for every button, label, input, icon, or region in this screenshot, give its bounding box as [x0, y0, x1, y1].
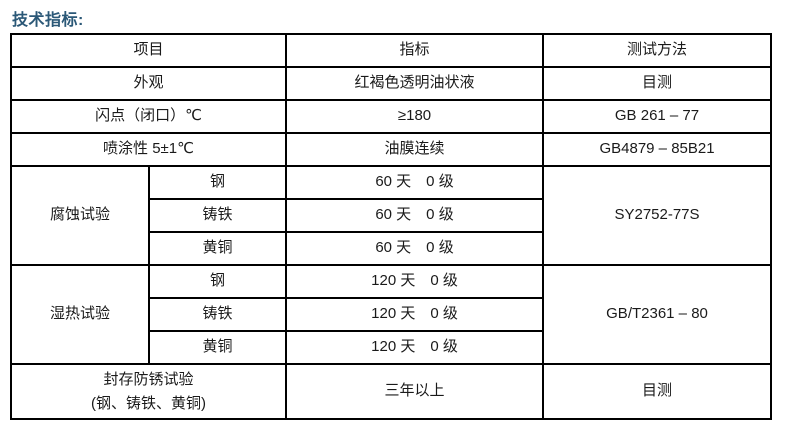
cell-indicator: 三年以上: [285, 363, 545, 420]
table-header-row: 项目 指标 测试方法: [9, 33, 773, 68]
page-title: 技术指标:: [12, 12, 84, 29]
cell-method: 目测: [542, 66, 773, 101]
cell-indicator: 120 天 0 级: [285, 264, 545, 299]
cell-item: 外观: [9, 66, 288, 101]
column-header-item: 项目: [9, 33, 288, 68]
table-row-dampheat-steel: 湿热试验 钢 120 天 0 级 GB/T2361 – 80: [10, 264, 773, 365]
cell-method: GB4879 – 85B21: [542, 132, 773, 167]
cell-indicator: 60 天 0 级: [285, 231, 545, 266]
table-row-corrosion-brass: 黄铜 60 天 0 级: [11, 231, 771, 266]
table-row-dampheat-castiron: 铸铁 120 天 0 级: [11, 297, 771, 332]
cell-material: 钢: [147, 264, 288, 299]
table-row-dampheat-brass: 黄铜 120 天 0 级: [11, 330, 771, 365]
table-row-corrosion-steel: 腐蚀试验 钢 60 天 0 级 SY2752-77S: [10, 165, 773, 266]
cell-method-dampheat: GB/T2361 – 80: [542, 264, 773, 365]
cell-method: GB 261 – 77: [542, 99, 773, 134]
table-row-flashpoint: 闪点（闭口）℃ ≥180 GB 261 – 77: [9, 99, 773, 134]
cell-method: 目测: [542, 363, 773, 420]
cell-indicator: 60 天 0 级: [285, 198, 545, 233]
table-row-appearance: 外观 红褐色透明油状液 目测: [9, 66, 773, 101]
cell-indicator: 红褐色透明油状液: [285, 66, 545, 101]
table-row-corrosion-castiron: 铸铁 60 天 0 级: [11, 198, 771, 233]
cell-material: 铸铁: [147, 297, 288, 332]
cell-material: 铸铁: [147, 198, 288, 233]
storage-test-label-line2: (钢、铸铁、黄铜): [91, 394, 206, 412]
cell-indicator: 60 天 0 级: [285, 165, 545, 200]
cell-indicator: ≥180: [285, 99, 545, 134]
table-row-storage-rustproof: 封存防锈试验 (钢、铸铁、黄铜) 三年以上 目测: [9, 363, 773, 420]
table-row-sprayability: 喷涂性 5±1℃ 油膜连续 GB4879 – 85B21: [9, 132, 773, 167]
spec-table: 项目 指标 测试方法 外观 红褐色透明油状液 目测 闪点（闭口）℃ ≥180 G…: [9, 33, 773, 420]
storage-test-label-line1: 封存防锈试验: [103, 370, 194, 388]
group-label-damp-heat-test: 湿热试验: [10, 264, 150, 365]
cell-indicator: 120 天 0 级: [285, 330, 545, 365]
column-header-method: 测试方法: [542, 33, 773, 68]
cell-indicator: 120 天 0 级: [285, 297, 545, 332]
column-header-indicator: 指标: [285, 33, 545, 68]
cell-item-storage-test: 封存防锈试验 (钢、铸铁、黄铜): [9, 363, 288, 420]
cell-material: 黄铜: [147, 330, 288, 365]
cell-indicator: 油膜连续: [285, 132, 545, 167]
group-label-corrosion-test: 腐蚀试验: [10, 165, 150, 266]
cell-material: 黄铜: [147, 231, 288, 266]
cell-material: 钢: [147, 165, 288, 200]
cell-item: 闪点（闭口）℃: [9, 99, 288, 134]
cell-method-corrosion: SY2752-77S: [542, 165, 773, 266]
cell-item: 喷涂性 5±1℃: [9, 132, 288, 167]
